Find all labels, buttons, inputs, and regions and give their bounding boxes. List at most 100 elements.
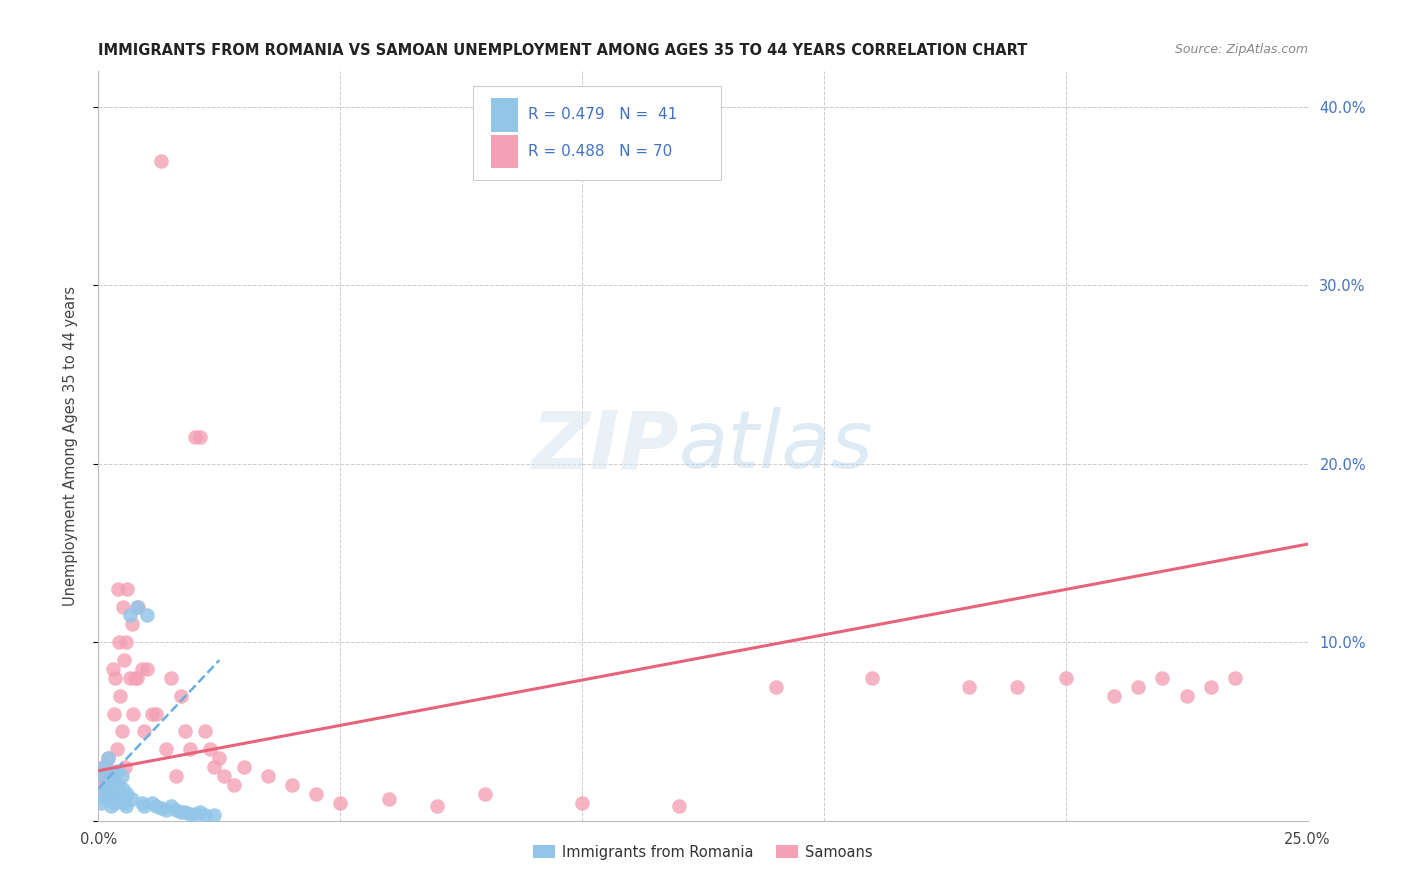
Text: R = 0.488   N = 70: R = 0.488 N = 70: [527, 144, 672, 159]
Point: [1223, 671, 1246, 685]
Point: [91, 769, 114, 783]
Text: R = 0.479   N =  41: R = 0.479 N = 41: [527, 107, 676, 122]
Point: [105, 764, 128, 778]
Point: [957, 680, 980, 694]
Point: [108, 792, 131, 806]
FancyBboxPatch shape: [474, 87, 721, 180]
Point: [91, 787, 114, 801]
Point: [101, 774, 124, 789]
Point: [145, 706, 167, 721]
Point: [121, 792, 143, 806]
Point: [174, 805, 197, 819]
Point: [98, 781, 121, 796]
Point: [118, 608, 141, 623]
Point: [103, 769, 125, 783]
Point: [165, 769, 187, 783]
Point: [107, 787, 129, 801]
Point: [145, 799, 167, 814]
Point: [100, 792, 122, 806]
Point: [127, 599, 149, 614]
Point: [188, 430, 211, 444]
Point: [1128, 680, 1150, 694]
Legend: Immigrants from Romania, Samoans: Immigrants from Romania, Samoans: [527, 839, 879, 866]
Point: [117, 787, 139, 801]
Point: [94, 769, 117, 783]
Point: [111, 769, 134, 783]
Point: [194, 808, 217, 822]
Point: [104, 671, 127, 685]
Point: [101, 662, 124, 676]
FancyBboxPatch shape: [492, 135, 517, 169]
Point: [96, 781, 118, 796]
Point: [194, 724, 217, 739]
Point: [305, 787, 328, 801]
Point: [135, 662, 157, 676]
Point: [103, 706, 125, 721]
Point: [90, 796, 112, 810]
Point: [111, 599, 134, 614]
Point: [208, 751, 231, 765]
Point: [474, 787, 496, 801]
Point: [100, 799, 122, 814]
Point: [141, 796, 163, 810]
Point: [101, 764, 124, 778]
Point: [150, 153, 173, 168]
Point: [160, 671, 183, 685]
Point: [212, 769, 235, 783]
Point: [97, 751, 120, 765]
Point: [184, 430, 207, 444]
Point: [124, 671, 146, 685]
Point: [169, 689, 191, 703]
Point: [91, 778, 114, 792]
Point: [127, 599, 149, 614]
Point: [127, 671, 149, 685]
Point: [96, 778, 118, 792]
Point: [1152, 671, 1174, 685]
Point: [121, 617, 143, 632]
Point: [377, 792, 399, 806]
Point: [114, 760, 136, 774]
Point: [1054, 671, 1077, 685]
Point: [256, 769, 278, 783]
FancyBboxPatch shape: [492, 98, 517, 132]
Point: [155, 742, 177, 756]
Point: [98, 774, 121, 789]
Point: [179, 806, 201, 821]
Point: [134, 799, 156, 814]
Point: [90, 769, 112, 783]
Point: [135, 608, 157, 623]
Point: [1199, 680, 1222, 694]
Point: [174, 724, 197, 739]
Point: [860, 671, 883, 685]
Point: [107, 778, 129, 792]
Point: [765, 680, 787, 694]
Point: [184, 806, 207, 821]
Point: [426, 799, 449, 814]
Point: [111, 781, 134, 796]
Point: [97, 751, 120, 765]
Point: [222, 778, 245, 792]
Point: [94, 792, 117, 806]
Point: [131, 796, 153, 810]
Point: [104, 796, 127, 810]
Point: [169, 805, 191, 819]
Point: [1007, 680, 1029, 694]
Point: [101, 787, 124, 801]
Text: ZIP: ZIP: [531, 407, 679, 485]
Point: [105, 742, 128, 756]
Point: [131, 662, 153, 676]
Point: [112, 653, 135, 667]
Point: [107, 582, 129, 596]
Point: [329, 796, 352, 810]
Text: atlas: atlas: [679, 407, 873, 485]
Point: [122, 706, 145, 721]
Point: [232, 760, 254, 774]
Point: [93, 787, 115, 801]
Y-axis label: Unemployment Among Ages 35 to 44 years: Unemployment Among Ages 35 to 44 years: [63, 286, 77, 606]
Point: [160, 799, 183, 814]
Text: Source: ZipAtlas.com: Source: ZipAtlas.com: [1174, 44, 1308, 56]
Point: [1102, 689, 1125, 703]
Point: [179, 742, 201, 756]
Point: [141, 706, 163, 721]
Point: [111, 724, 134, 739]
